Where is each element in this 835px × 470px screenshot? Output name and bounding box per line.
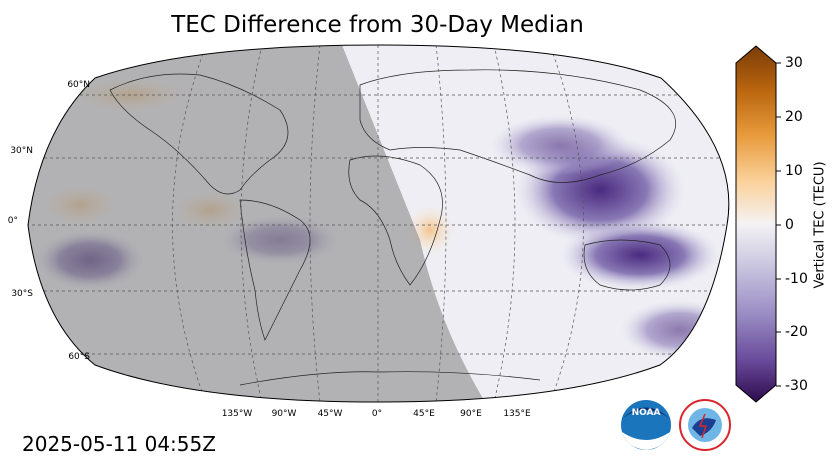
colorbar-tick-30: 30 bbox=[785, 55, 803, 71]
nws-logo bbox=[679, 399, 731, 451]
colorbar-tick-neg20: -20 bbox=[785, 324, 808, 340]
lon-label-135w: 135°W bbox=[221, 409, 253, 419]
lat-label-30n: 30°N bbox=[10, 146, 33, 156]
colorbar-tick-neg10: -10 bbox=[785, 271, 808, 287]
lon-label-90e: 90°E bbox=[460, 409, 482, 419]
lat-label-60n: 60°N bbox=[67, 80, 90, 90]
lon-label-0: 0° bbox=[371, 409, 383, 419]
colorbar-tick-20: 20 bbox=[785, 109, 803, 125]
colorbar-tick-0: 0 bbox=[785, 217, 794, 233]
timestamp: 2025-05-11 04:55Z bbox=[22, 432, 216, 456]
noaa-logo-text: NOAA bbox=[632, 408, 661, 418]
lat-label-60s: 60°S bbox=[68, 352, 90, 362]
colorbar-ticks bbox=[776, 62, 781, 387]
globe-outline bbox=[27, 44, 730, 403]
lon-label-45e: 45°E bbox=[413, 409, 435, 419]
colorbar-tick-10: 10 bbox=[785, 163, 803, 179]
globe bbox=[28, 45, 729, 402]
lat-label-0: 0° bbox=[7, 216, 18, 226]
noaa-logo: NOAA bbox=[621, 400, 671, 450]
lat-label-30s: 30°S bbox=[11, 289, 33, 299]
lon-label-135e: 135°E bbox=[503, 409, 531, 419]
lon-label-90w: 90°W bbox=[271, 409, 297, 419]
tec-negative-region-australia bbox=[560, 220, 720, 290]
colorbar-bar bbox=[735, 45, 777, 403]
coastlines bbox=[109, 69, 676, 386]
graticule bbox=[28, 45, 729, 402]
tec-negative-region-south bbox=[620, 300, 729, 360]
tec-negative-region-north bbox=[490, 115, 630, 175]
colorbar-label: Vertical TEC (TECU) bbox=[812, 161, 828, 289]
colorbar bbox=[735, 45, 781, 403]
colorbar-tick-neg30: -30 bbox=[785, 378, 808, 394]
chart-title: TEC Difference from 30-Day Median bbox=[171, 12, 584, 38]
lon-label-45w: 45°W bbox=[317, 409, 343, 419]
